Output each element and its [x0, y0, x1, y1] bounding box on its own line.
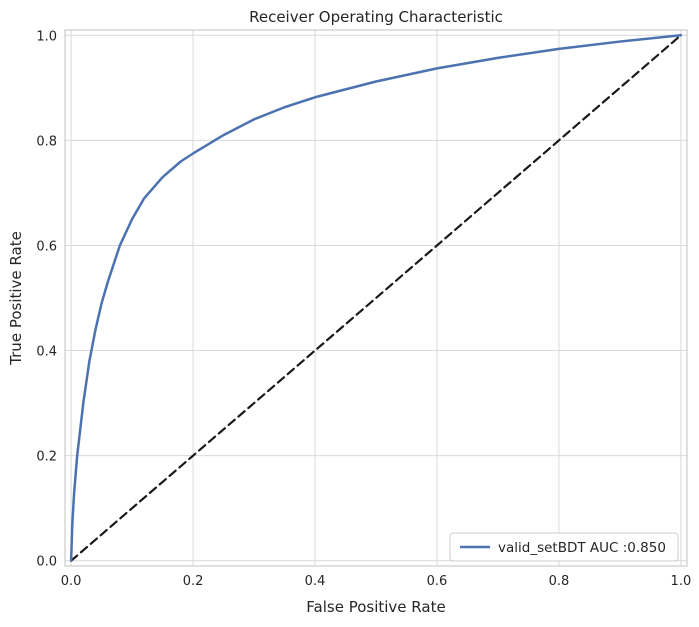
legend: valid_setBDT AUC :0.850 [449, 532, 679, 562]
plot-frame [64, 29, 688, 567]
x-tick-label: 0.6 [427, 574, 448, 589]
x-tick-label: 1.0 [671, 574, 692, 589]
x-tick-label: 0.4 [305, 574, 326, 589]
y-tick-label: 0.8 [36, 134, 57, 149]
y-tick-label: 0.4 [36, 345, 57, 360]
chance-diagonal-line [70, 34, 682, 562]
x-tick-label: 0.0 [61, 574, 82, 589]
series-lines [69, 34, 683, 562]
chart-title: Receiver Operating Characteristic [249, 8, 503, 26]
y-tick-label: 0.2 [36, 450, 57, 465]
x-tick-label: 0.2 [183, 574, 204, 589]
y-tick-label: 0.0 [36, 555, 57, 570]
y-axis-label: True Positive Rate [7, 231, 25, 366]
roc-curve-line [69, 34, 683, 562]
legend-box [449, 532, 679, 562]
x-tick-labels: 0.0 0.2 0.4 0.6 0.8 1.0 [61, 574, 691, 589]
y-tick-label: 1.0 [36, 29, 57, 44]
y-tick-labels: 0.0 0.2 0.4 0.6 0.8 1.0 [36, 29, 57, 569]
legend-entry-label: valid_setBDT AUC :0.850 [498, 540, 666, 556]
x-tick-label: 0.8 [549, 574, 570, 589]
y-tick-label: 0.6 [36, 239, 57, 254]
x-axis-label: False Positive Rate [306, 598, 445, 616]
grid-lines [65, 30, 687, 566]
